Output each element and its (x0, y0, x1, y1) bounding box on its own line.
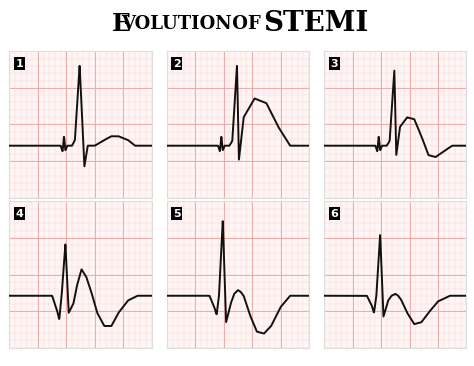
Text: 3: 3 (330, 59, 338, 68)
Text: E: E (112, 12, 131, 36)
Text: STEMI: STEMI (263, 10, 368, 37)
Text: 4: 4 (16, 209, 23, 219)
Text: 6: 6 (330, 209, 338, 219)
Text: 2: 2 (173, 59, 181, 68)
Text: 5: 5 (173, 209, 181, 219)
Text: 1: 1 (16, 59, 23, 68)
Text: VOLUTION: VOLUTION (121, 15, 232, 33)
Text: OF: OF (227, 15, 267, 33)
